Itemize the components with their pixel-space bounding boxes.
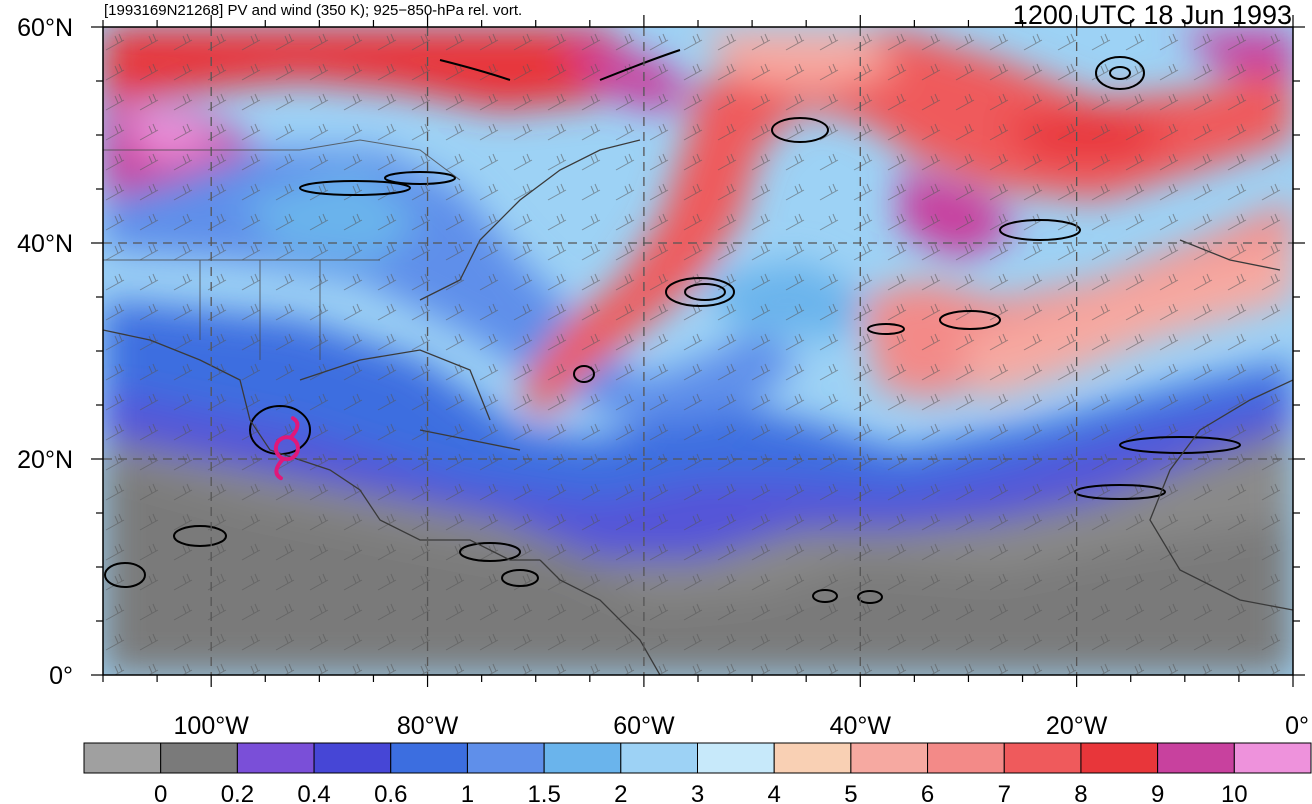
coastlines [103, 139, 1293, 675]
map-title: [1993169N21268] PV and wind (350 K); 925… [104, 2, 523, 19]
colorbar-swatch [1003, 742, 1082, 774]
lat-label: 40°N [17, 230, 73, 258]
colorbar-label: 4 [768, 781, 781, 804]
colorbar-label: 2 [614, 781, 627, 804]
colorbar-swatch [466, 742, 545, 774]
colorbar [83, 742, 1312, 774]
lat-label: 60°N [17, 14, 73, 42]
colorbar-swatch [773, 742, 852, 774]
lon-label: 0° [1285, 712, 1309, 740]
lat-label: 0° [49, 662, 73, 690]
political-borders [103, 139, 461, 360]
colorbar-swatch [543, 742, 622, 774]
lon-label: 20°W [1046, 712, 1108, 740]
lat-label: 20°N [17, 446, 73, 474]
colorbar-label: 5 [844, 781, 857, 804]
colorbar-label: 9 [1151, 781, 1164, 804]
latitude-labels: 60°N 40°N 20°N 0° [17, 14, 73, 690]
axis-ticks [91, 15, 1305, 687]
longitude-labels: 100°W 80°W 60°W 40°W 20°W 0° [174, 712, 1309, 740]
colorbar-label: 10 [1221, 781, 1248, 804]
colorbar-label: 8 [1074, 781, 1087, 804]
valid-time: 1200 UTC 18 Jun 1993 [1012, 0, 1292, 30]
lon-label: 100°W [174, 712, 250, 740]
colorbar-swatch [1157, 742, 1235, 774]
colorbar-swatch [313, 742, 392, 774]
colorbar-swatch [850, 742, 929, 774]
colorbar-label: 1 [461, 781, 474, 804]
lon-label: 40°W [830, 712, 892, 740]
colorbar-swatch [1233, 742, 1312, 774]
colorbar-label: 0.2 [221, 781, 254, 804]
colorbar-label: 0.4 [297, 781, 330, 804]
colorbar-swatch [927, 742, 1005, 774]
colorbar-swatch [1080, 742, 1159, 774]
colorbar-swatch [160, 742, 238, 774]
pv-fill-field [103, 27, 1293, 675]
colorbar-label: 7 [998, 781, 1011, 804]
colorbar-label: 0.6 [374, 781, 407, 804]
colorbar-label: 0 [154, 781, 167, 804]
colorbar-swatch [83, 742, 162, 774]
lon-label: 80°W [397, 712, 459, 740]
colorbar-swatch [236, 742, 315, 774]
colorbar-label: 6 [921, 781, 934, 804]
colorbar-swatch [697, 742, 775, 774]
tropical-cyclone-symbol-icon [273, 416, 300, 481]
colorbar-swatch [390, 742, 468, 774]
gridlines [103, 27, 1293, 675]
colorbar-labels: 0 0.2 0.4 0.6 1 1.5 2 3 4 5 6 7 8 9 10 [154, 781, 1248, 804]
colorbar-label: 1.5 [527, 781, 560, 804]
colorbar-swatch [620, 742, 698, 774]
vorticity-contours [104, 49, 1241, 604]
colorbar-label: 3 [691, 781, 704, 804]
lon-label: 60°W [613, 712, 675, 740]
